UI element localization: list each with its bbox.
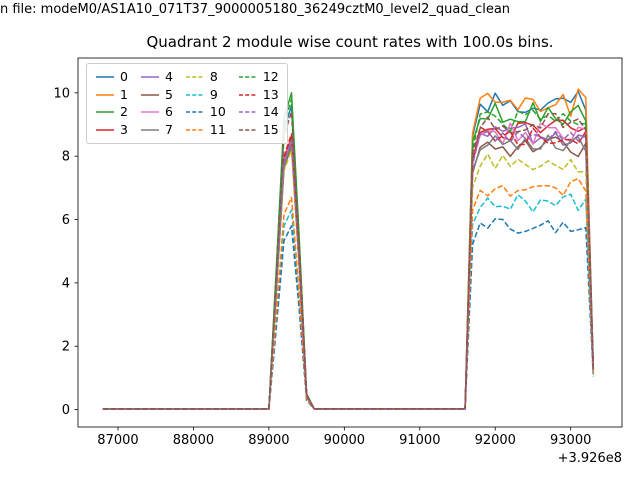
legend-line-sample <box>140 128 159 131</box>
legend-label: 13 <box>262 86 279 102</box>
legend-item-2: 2 <box>95 104 128 121</box>
legend-line-sample <box>96 76 114 79</box>
legend-label: 10 <box>209 104 226 120</box>
legend-label: 4 <box>164 69 173 85</box>
legend-label: 3 <box>120 121 128 137</box>
legend-line-sample <box>140 111 159 114</box>
legend-line-sample <box>185 93 204 96</box>
legend-item-8: 8 <box>185 69 226 86</box>
legend-line-sample <box>238 76 257 79</box>
legend-item-1: 1 <box>95 87 128 104</box>
legend-item-0: 0 <box>95 69 128 86</box>
legend-item-13: 13 <box>238 87 279 104</box>
legend-line-sample <box>140 93 159 96</box>
legend-item-9: 9 <box>185 87 226 104</box>
y-tick-label: 6 <box>62 213 70 228</box>
x-tick-label: 93000 <box>550 433 591 448</box>
legend-label: 6 <box>164 104 173 120</box>
legend-item-14: 14 <box>238 104 279 121</box>
legend-item-11: 11 <box>185 122 226 139</box>
y-tick-label: 4 <box>62 276 70 291</box>
series-line-10 <box>102 218 595 410</box>
x-tick-label: 92000 <box>475 433 516 448</box>
series-line-11 <box>102 177 595 410</box>
legend-label: 2 <box>120 104 128 120</box>
series-line-13 <box>102 126 595 410</box>
legend-line-sample <box>238 128 257 131</box>
legend-label: 5 <box>164 86 173 102</box>
legend-label: 11 <box>209 121 226 137</box>
legend-item-7: 7 <box>140 122 173 139</box>
chart-title: Quadrant 2 module wise count rates with … <box>146 33 554 51</box>
legend-item-10: 10 <box>185 104 226 121</box>
series-line-4 <box>102 123 595 410</box>
series-line-5 <box>102 136 595 410</box>
legend-label: 9 <box>209 86 218 102</box>
legend-line-sample <box>185 76 204 79</box>
legend-item-12: 12 <box>238 69 279 86</box>
legend-line-sample <box>238 93 257 96</box>
axes-frame <box>77 57 623 428</box>
legend-label: 7 <box>164 121 173 137</box>
legend-label: 1 <box>120 86 128 102</box>
x-tick-label: 88000 <box>173 433 214 448</box>
legend: 0 1 2 3 4 5 6 7 8 9 10 11 12 13 14 15 <box>86 63 288 144</box>
x-tick-label: 87000 <box>97 433 138 448</box>
legend-line-sample <box>96 93 114 96</box>
y-tick-label: 8 <box>62 150 70 165</box>
legend-item-4: 4 <box>140 69 173 86</box>
series-line-15 <box>102 111 595 410</box>
series-line-3 <box>102 119 595 410</box>
x-tick-label: 91000 <box>399 433 440 448</box>
series-line-6 <box>102 122 595 410</box>
legend-line-sample <box>185 128 204 131</box>
legend-line-sample <box>238 111 257 114</box>
legend-item-3: 3 <box>95 122 128 139</box>
legend-label: 0 <box>120 69 128 85</box>
legend-label: 14 <box>262 104 279 120</box>
series-line-8 <box>102 149 595 410</box>
series-line-9 <box>102 193 595 410</box>
x-tick-label: 90000 <box>324 433 365 448</box>
legend-label: 15 <box>262 121 279 137</box>
legend-item-6: 6 <box>140 104 173 121</box>
legend-line-sample <box>140 76 159 79</box>
legend-item-15: 15 <box>238 122 279 139</box>
legend-line-sample <box>96 128 114 131</box>
x-tick-label: 89000 <box>248 433 289 448</box>
legend-label: 8 <box>209 69 218 85</box>
legend-line-sample <box>96 111 114 114</box>
file-header-text: n file: modeM0/AS1A10_071T37_9000005180_… <box>0 2 511 17</box>
x-axis-offset-label: +3.926e8 <box>557 451 622 466</box>
y-tick-label: 2 <box>62 340 70 355</box>
legend-line-sample <box>185 111 204 114</box>
legend-label: 12 <box>262 69 279 85</box>
series-line-7 <box>102 134 595 410</box>
y-tick-label: 0 <box>62 403 70 418</box>
y-tick-label: 10 <box>53 86 70 101</box>
series-line-14 <box>102 130 595 410</box>
legend-item-5: 5 <box>140 87 173 104</box>
